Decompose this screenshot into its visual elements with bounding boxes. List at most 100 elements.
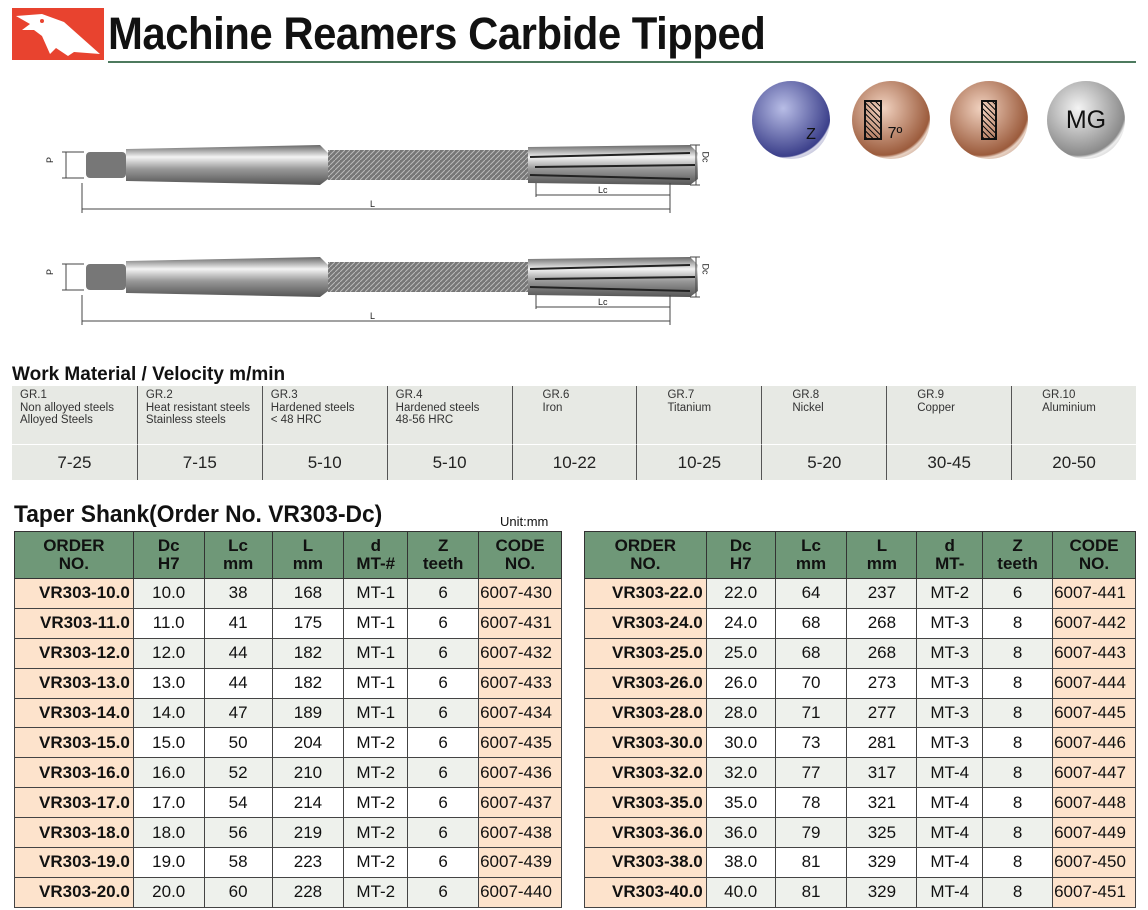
spec-cell: 6 (407, 667, 480, 699)
table-row: VR303-13.0 13.0 44 182 MT-1 6 6007-433 (14, 667, 562, 699)
spec-cell: 44 (203, 667, 273, 699)
spec-table-right: ORDER NO. Dc H7 Lc mm L mm d MT- Z teeth CODE … (584, 531, 1136, 908)
dim-label-dc: Dc (700, 151, 711, 163)
spec-cell: 325 (846, 817, 918, 849)
badge-label: Z (806, 126, 816, 143)
spec-cell: 228 (271, 876, 345, 908)
material-group: GR.7 Titanium (636, 386, 761, 444)
spec-cell: MT-4 (916, 757, 984, 789)
table-row: VR303-10.0 10.0 38 168 MT-1 6 6007-430 (14, 578, 562, 609)
spec-cell: 204 (271, 727, 345, 759)
order-number: VR303-35.0 (584, 787, 707, 819)
spec-cell: MT-2 (343, 847, 409, 878)
code-number: 6007-451 (1052, 876, 1136, 908)
spec-cell: MT-3 (916, 667, 984, 699)
code-number: 6007-434 (478, 697, 562, 729)
spec-cell: 36.0 (705, 817, 776, 849)
code-number: 6007-432 (478, 637, 562, 669)
spec-cell: 77 (774, 757, 848, 789)
table-row: VR303-19.0 19.0 58 223 MT-2 6 6007-439 (14, 847, 562, 878)
order-number: VR303-24.0 (584, 607, 707, 639)
dim-label-dc: Dc (700, 263, 711, 275)
badge-label: 7º (887, 125, 903, 142)
column-header: Dc H7 (705, 531, 776, 579)
spec-cell: 24.0 (705, 607, 776, 639)
table-row: VR303-12.0 12.0 44 182 MT-1 6 6007-432 (14, 637, 562, 669)
spec-cell: 168 (271, 578, 345, 609)
column-header: Z teeth (407, 531, 480, 579)
material-velocity: 5-10 (261, 444, 387, 480)
order-number: VR303-32.0 (584, 757, 707, 789)
spec-cell: MT-2 (916, 578, 984, 609)
spec-cell: 17.0 (132, 787, 205, 819)
spec-cell: 47 (203, 697, 273, 729)
material-velocity: 7-25 (12, 444, 137, 480)
column-header: d MT- (916, 531, 984, 579)
spec-cell: 8 (982, 727, 1054, 759)
dim-label-lc: Lc (598, 297, 608, 307)
spec-cell: 11.0 (132, 607, 205, 639)
material-velocity: 7-15 (136, 444, 262, 480)
spec-cell: MT-3 (916, 607, 984, 639)
work-material-title: Work Material / Velocity m/min (12, 364, 286, 385)
code-number: 6007-433 (478, 667, 562, 699)
code-number: 6007-446 (1052, 727, 1136, 759)
order-number: VR303-14.0 (14, 697, 134, 729)
material-velocity: 30-45 (886, 444, 1012, 480)
material-group: GR.1 Non alloyed steels Alloyed Steels (20, 389, 114, 426)
taper-shank-title: Taper Shank(Order No. VR303-Dc) (14, 501, 383, 528)
spec-table-left: ORDER NO. Dc H7 Lc mm L mm d MT-# Z teeth CODE… (14, 531, 562, 908)
table-row: VR303-26.0 26.0 70 273 MT-3 8 6007-444 (584, 667, 1136, 699)
spec-cell: 277 (846, 697, 918, 729)
spec-cell: 68 (774, 607, 848, 639)
spec-cell: 6 (407, 578, 480, 609)
spec-cell: 8 (982, 607, 1054, 639)
title-divider (108, 61, 1136, 63)
order-number: VR303-15.0 (14, 727, 134, 759)
spec-cell: MT-2 (343, 757, 409, 789)
hatched-shank-icon (863, 100, 882, 140)
spec-cell: MT-4 (916, 876, 984, 908)
spec-cell: 38 (203, 578, 273, 609)
through-coolant-icon (950, 81, 1028, 159)
spec-cell: 16.0 (132, 757, 205, 789)
spec-cell: 175 (271, 607, 345, 639)
spec-cell: 6 (407, 697, 480, 729)
spec-cell: MT-2 (343, 876, 409, 908)
table-row: VR303-17.0 17.0 54 214 MT-2 6 6007-437 (14, 787, 562, 819)
column-header: ORDER NO. (14, 531, 134, 579)
code-number: 6007-444 (1052, 667, 1136, 699)
spec-cell: MT-1 (343, 578, 409, 609)
material-group: GR.4 Hardened steels 48-56 HRC (386, 386, 512, 444)
spec-cell: 189 (271, 697, 345, 729)
page-title: Machine Reamers Carbide Tipped (108, 8, 766, 59)
material-group: GR.8 Nickel (761, 386, 886, 444)
material-velocity: 5-20 (761, 444, 887, 480)
spec-cell: 73 (774, 727, 848, 759)
spec-cell: 214 (271, 787, 345, 819)
spec-cell: MT-3 (916, 637, 984, 669)
spec-cell: 14.0 (132, 697, 205, 729)
spec-cell: 54 (203, 787, 273, 819)
order-number: VR303-25.0 (584, 637, 707, 669)
table-row: VR303-28.0 28.0 71 277 MT-3 8 6007-445 (584, 697, 1136, 729)
table-row: VR303-16.0 16.0 52 210 MT-2 6 6007-436 (14, 757, 562, 789)
spec-cell: 15.0 (132, 727, 205, 759)
spec-cell: 40.0 (705, 876, 776, 908)
table-row: VR303-32.0 32.0 77 317 MT-4 8 6007-447 (584, 757, 1136, 789)
order-number: VR303-26.0 (584, 667, 707, 699)
spec-cell: MT-4 (916, 847, 984, 878)
spec-cell: 6 (407, 757, 480, 789)
code-number: 6007-441 (1052, 578, 1136, 609)
spec-cell: 6 (982, 578, 1054, 609)
spec-cell: 6 (407, 637, 480, 669)
spec-cell: 52 (203, 757, 273, 789)
column-header: Lc mm (203, 531, 273, 579)
spec-cell: 6 (407, 607, 480, 639)
material-group: GR.10 Aluminium (1011, 386, 1136, 444)
spec-cell: 210 (271, 757, 345, 789)
code-number: 6007-438 (478, 817, 562, 849)
order-number: VR303-30.0 (584, 727, 707, 759)
spec-cell: MT-1 (343, 667, 409, 699)
spec-cell: 223 (271, 847, 345, 878)
